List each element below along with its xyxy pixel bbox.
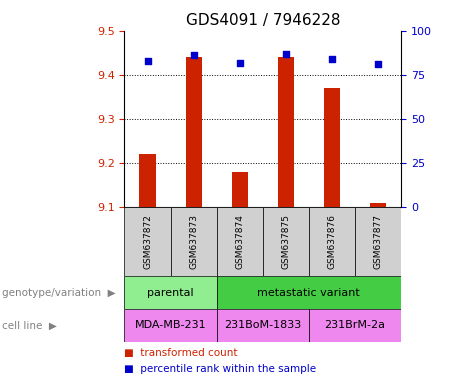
Text: GSM637875: GSM637875	[281, 214, 290, 270]
Bar	[278, 57, 294, 207]
Point	[144, 58, 151, 64]
Point	[236, 60, 243, 66]
Bar	[324, 88, 340, 207]
Bar	[171, 207, 217, 276]
Text: GSM637876: GSM637876	[327, 214, 337, 270]
Bar	[355, 207, 401, 276]
Text: 231BrM-2a: 231BrM-2a	[325, 320, 385, 331]
Point	[190, 52, 197, 58]
Point	[374, 61, 382, 67]
Bar	[124, 276, 217, 309]
Text: GSM637874: GSM637874	[235, 215, 244, 269]
Bar	[124, 309, 217, 342]
Bar	[309, 207, 355, 276]
Bar	[217, 309, 309, 342]
Bar	[140, 154, 156, 207]
Text: parental: parental	[147, 288, 194, 298]
Point	[282, 51, 290, 57]
Bar	[217, 207, 263, 276]
Text: cell line  ▶: cell line ▶	[2, 320, 57, 331]
Title: GDS4091 / 7946228: GDS4091 / 7946228	[185, 13, 340, 28]
Text: GSM637872: GSM637872	[143, 215, 152, 269]
Bar	[124, 207, 171, 276]
Bar	[263, 207, 309, 276]
Bar	[370, 203, 386, 207]
Bar	[185, 57, 202, 207]
Text: GSM637877: GSM637877	[373, 214, 383, 270]
Text: MDA-MB-231: MDA-MB-231	[135, 320, 207, 331]
Point	[328, 56, 336, 62]
Text: GSM637873: GSM637873	[189, 214, 198, 270]
Text: genotype/variation  ▶: genotype/variation ▶	[2, 288, 116, 298]
Text: ■  percentile rank within the sample: ■ percentile rank within the sample	[124, 364, 317, 374]
Text: 231BoM-1833: 231BoM-1833	[224, 320, 301, 331]
Bar	[217, 276, 401, 309]
Bar	[231, 172, 248, 207]
Bar	[309, 309, 401, 342]
Text: ■  transformed count: ■ transformed count	[124, 348, 238, 358]
Text: metastatic variant: metastatic variant	[258, 288, 360, 298]
